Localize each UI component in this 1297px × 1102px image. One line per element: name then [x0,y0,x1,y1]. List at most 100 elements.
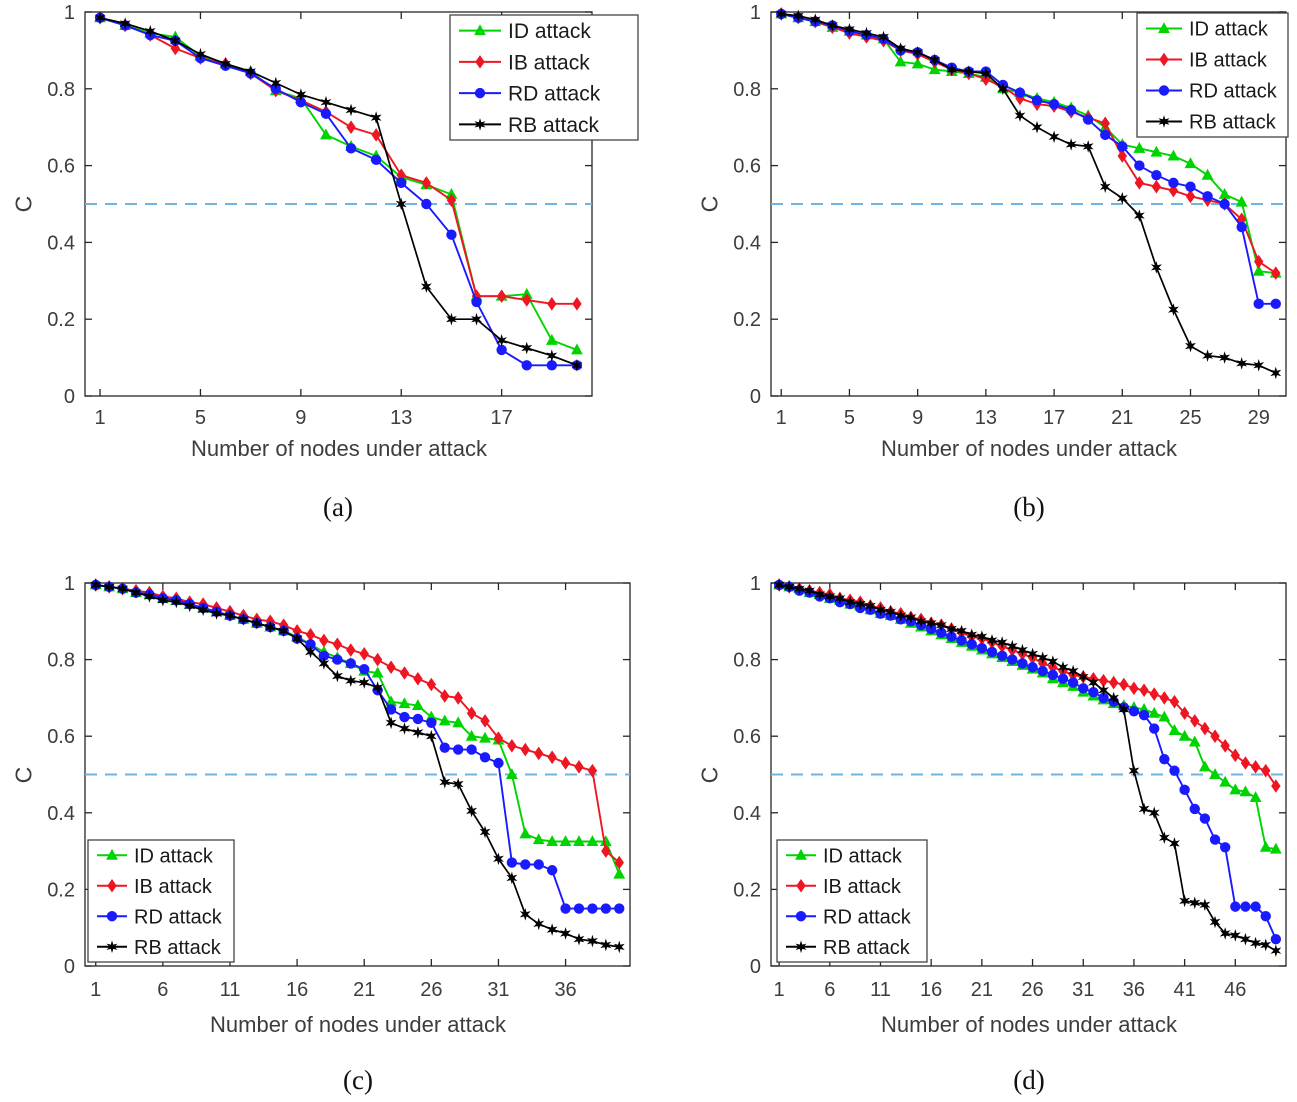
triangle-marker-icon [573,835,585,847]
hexagram-marker-icon [130,586,142,599]
hexagram-marker-icon [1082,140,1094,153]
triangle-marker-icon [571,343,583,355]
circle-marker-icon [1138,709,1150,721]
diamond-marker-icon [1179,706,1190,721]
x-tick-label: 9 [912,407,923,429]
hexagram-marker-icon [864,599,876,613]
triangle-marker-icon [1249,791,1262,802]
triangle-marker-icon [586,835,599,847]
x-axis-label: Number of nodes under attack [881,436,1177,461]
triangle-marker-icon [1167,149,1180,161]
hexagram-marker-icon [905,611,917,624]
triangle-marker-icon [1168,724,1181,735]
circle-marker-icon [1202,191,1213,202]
y-tick-label: 0.8 [47,79,75,101]
diamond-marker-icon [1261,763,1271,778]
hexagram-marker-icon [358,676,370,689]
circle-marker-icon [1098,692,1109,704]
diamond-marker-icon [522,293,532,307]
circle-marker-icon [1159,753,1170,765]
hexagram-marker-icon [345,103,357,117]
hexagram-marker-icon [197,603,209,617]
circle-marker-icon [996,650,1008,661]
legend-label: RD attack [1189,81,1278,103]
hexagram-marker-icon [385,716,397,730]
hexagram-marker-icon [224,609,236,622]
hexagram-marker-icon [420,280,432,293]
hexagram-marker-icon [295,88,307,101]
y-tick-label: 1 [750,2,761,24]
hexagram-marker-icon [496,334,508,347]
x-tick-label: 46 [1224,979,1246,1001]
x-tick-label: 1 [776,407,787,429]
circle-marker-icon [1082,114,1094,125]
diamond-marker-icon [1119,677,1129,692]
x-tick-label: 16 [920,979,942,1001]
hexagram-marker-icon [1031,120,1043,134]
legend-label: IB attack [1189,50,1268,72]
triangle-marker-icon [1178,729,1191,741]
x-axis-label: Number of nodes under attack [210,1012,506,1037]
hexagram-marker-icon [946,63,958,76]
hexagram-marker-icon [885,605,897,618]
y-tick-label: 0 [64,386,75,408]
x-tick-label: 11 [220,979,241,1001]
circle-marker-icon [1134,160,1145,171]
diamond-marker-icon [614,855,624,870]
y-tick-label: 1 [64,573,75,595]
circle-marker-icon [1047,669,1059,681]
circle-marker-icon [546,360,558,371]
x-tick-label: 31 [487,979,509,1001]
hexagram-marker-icon [345,674,357,687]
hexagram-marker-icon [521,341,533,355]
hexagram-marker-icon [184,599,196,613]
series-id-attack [89,578,626,879]
circle-marker-icon [1149,723,1160,734]
triangle-marker-icon [1218,188,1231,199]
hexagram-marker-icon [912,46,924,59]
hexagram-marker-icon [106,940,118,954]
y-tick-label: 1 [750,573,761,595]
triangle-marker-icon [894,55,907,67]
circle-marker-icon [614,903,625,914]
diamond-marker-icon [426,677,437,692]
circle-marker-icon [1031,95,1043,106]
diamond-marker-icon [572,297,582,311]
hexagram-marker-icon [783,580,795,594]
circle-marker-icon [412,713,424,725]
hexagram-marker-icon [331,669,343,683]
circle-marker-icon [479,752,491,763]
circle-marker-icon [106,911,118,922]
x-tick-label: 6 [157,979,168,1001]
circle-marker-icon [1027,662,1038,673]
triangle-marker-icon [546,835,559,847]
subplot-b: 1 5 9 13 17 21 25 29 0 0.2 0.4 0.6 0.8 1 ID attack IB a… [649,0,1297,550]
legend: ID attack IB attack RD attack RB attack [87,839,235,963]
circle-marker-icon [1179,784,1190,796]
hexagram-marker-icon [412,726,424,739]
circle-marker-icon [474,87,486,99]
x-tick-label: 17 [1043,407,1065,429]
y-tick-label: 0.6 [733,726,761,748]
hexagram-marker-icon [1148,806,1160,820]
hexagram-marker-icon [237,613,249,626]
circle-marker-icon [295,97,307,108]
hexagram-marker-icon [399,722,410,735]
diamond-marker-icon [1210,729,1220,743]
circle-marker-icon [587,903,598,914]
circle-marker-icon [421,198,432,210]
diamond-marker-icon [346,120,356,134]
diamond-marker-icon [1134,176,1145,190]
diamond-marker-icon [1100,116,1110,131]
diamond-marker-icon [413,671,423,686]
triangle-marker-icon [1148,706,1161,718]
hexagram-marker-icon [466,804,478,818]
hexagram-marker-icon [986,634,998,647]
hexagram-marker-icon [1048,130,1060,144]
triangle-marker-icon [320,128,332,140]
circle-marker-icon [446,229,457,240]
hexagram-marker-icon [372,681,384,694]
circle-marker-icon [345,658,356,669]
y-tick-label: 0 [750,386,761,408]
hexagram-marker-icon [117,582,128,595]
